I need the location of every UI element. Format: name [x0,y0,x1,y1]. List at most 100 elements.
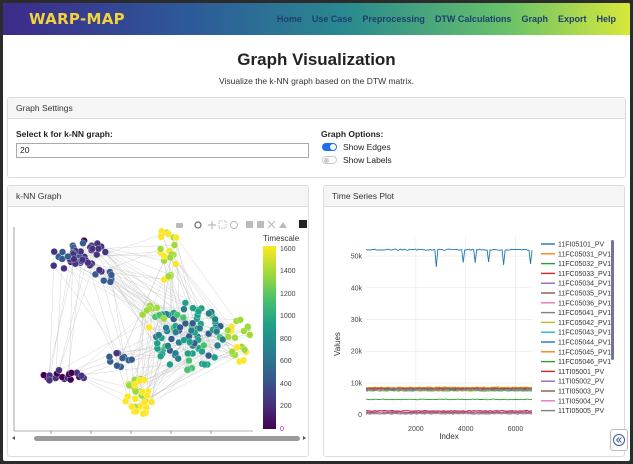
graph-node[interactable] [50,262,58,270]
graph-node[interactable] [155,331,163,339]
nav-preprocessing[interactable]: Preprocessing [362,14,425,24]
graph-node[interactable] [100,277,108,285]
nav-dtw-calculations[interactable]: DTW Calculations [434,14,512,24]
graph-node[interactable] [186,338,194,346]
zoom-icon[interactable] [194,221,202,229]
ts-series-line[interactable] [365,248,533,267]
autoscale-icon[interactable] [267,220,276,229]
plotly-logo-icon[interactable] [299,220,307,228]
legend-item[interactable]: 11FC05041_PV1 [558,310,611,317]
show-edges-toggle[interactable] [322,143,337,151]
graph-node[interactable] [205,309,213,317]
graph-node[interactable] [94,245,103,253]
graph-node[interactable] [143,392,151,400]
graph-node[interactable] [128,356,136,364]
graph-node[interactable] [183,366,191,374]
graph-node[interactable] [170,241,179,249]
graph-node[interactable] [45,376,53,384]
graph-node[interactable] [64,252,72,261]
graph-node[interactable] [213,328,221,336]
graph-node[interactable] [231,334,239,342]
pan-icon[interactable] [208,221,216,229]
graph-node[interactable] [173,311,181,319]
box-select-icon[interactable] [218,220,227,229]
horizontal-scrollbar-thumb[interactable] [34,436,300,441]
graph-node[interactable] [122,397,130,405]
collapse-sidebar-button[interactable] [610,429,628,451]
graph-node[interactable] [172,233,180,242]
nav-home[interactable]: Home [276,14,302,24]
graph-node[interactable] [113,349,121,357]
k-input[interactable]: 20 [16,143,309,158]
graph-node[interactable] [162,324,170,332]
graph-node[interactable] [184,349,192,358]
zoom-out-icon[interactable] [257,221,264,228]
graph-node[interactable] [118,354,127,362]
ts-series-line[interactable] [366,410,533,412]
graph-node[interactable] [78,256,87,264]
graph-node[interactable] [153,339,161,347]
graph-node[interactable] [233,343,241,351]
graph-node[interactable] [180,305,188,313]
brand-logo[interactable]: WARP-MAP [29,10,125,28]
graph-node[interactable] [132,407,140,415]
graph-node[interactable] [179,314,187,322]
graph-node[interactable] [174,355,182,363]
legend-item[interactable]: 11FI05101_PV [558,242,605,249]
legend-item[interactable]: 11FC05036_PV1 [558,300,611,307]
graph-node[interactable] [196,324,204,332]
nav-export[interactable]: Export [557,14,587,24]
legend-item[interactable]: 11FC05031_PV1 [558,251,611,258]
graph-node[interactable] [224,326,232,334]
graph-node[interactable] [211,353,219,361]
scroll-left-icon[interactable] [12,436,15,440]
legend-item[interactable]: 11FC05046_PV1 [558,359,611,366]
graph-node[interactable] [228,348,236,356]
legend-item[interactable]: 11TI05001_PV [558,369,605,376]
graph-node[interactable] [132,388,140,396]
ts-series-line[interactable] [365,410,533,413]
graph-node[interactable] [101,248,109,256]
graph-node[interactable] [180,336,188,344]
legend-item[interactable]: 11FC05042_PV1 [558,320,611,327]
graph-node[interactable] [60,264,68,272]
graph-node[interactable] [93,251,101,259]
nav-graph[interactable]: Graph [521,14,548,24]
home-icon[interactable] [279,222,287,228]
graph-node[interactable] [88,245,96,253]
ts-series-line[interactable] [365,388,533,390]
graph-node[interactable] [244,323,252,331]
graph-node[interactable] [176,323,184,332]
graph-node[interactable] [201,360,209,369]
graph-node[interactable] [139,410,147,418]
graph-node[interactable] [157,352,165,360]
graph-node[interactable] [157,245,165,253]
graph-node[interactable] [58,248,67,256]
legend-item[interactable]: 11FC05034_PV1 [558,281,611,288]
graph-node[interactable] [189,319,197,327]
graph-node[interactable] [95,266,103,274]
legend-item[interactable]: 11FC05033_PV1 [558,271,611,278]
graph-node[interactable] [147,398,156,406]
graph-node[interactable] [185,357,193,365]
legend-item[interactable]: 11TI05002_PV [558,379,605,386]
show-labels-label[interactable]: Show Labels [343,155,392,165]
graph-node[interactable] [167,335,176,343]
graph-node[interactable] [160,252,168,260]
legend-item[interactable]: 11FC05043_PV1 [558,330,611,337]
legend-item[interactable]: 11FC05035_PV1 [558,291,611,298]
graph-node[interactable] [172,328,180,336]
graph-node[interactable] [166,253,174,262]
legend-item[interactable]: 11FC05032_PV1 [558,261,611,268]
time-series-plot[interactable]: 50k 40k 30k 20k 10k 0 2000 4000 6000 Values Ind… [324,207,624,456]
knn-graph-plot[interactable]: Timescale 1600 1400 1200 1000 800 600 40… [8,207,308,456]
legend-item[interactable]: 11TI05003_PV [558,389,605,396]
graph-node[interactable] [78,372,86,380]
graph-node[interactable] [131,381,139,389]
graph-node[interactable] [198,347,206,356]
scroll-right-icon[interactable] [303,436,306,440]
graph-node[interactable] [239,356,247,365]
graph-node[interactable] [189,304,197,312]
lasso-icon[interactable] [230,221,238,229]
graph-node[interactable] [200,341,208,349]
